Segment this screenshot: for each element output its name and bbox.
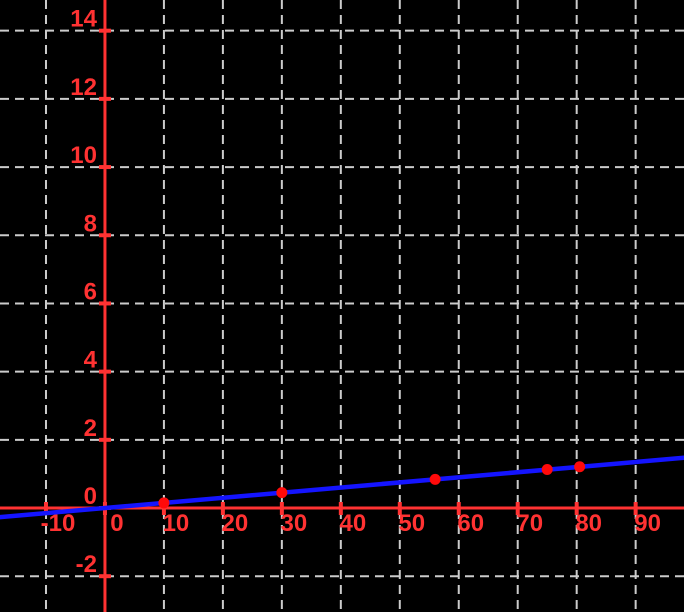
x-tick-label: 20 xyxy=(222,510,249,537)
y-tick-label: 10 xyxy=(70,142,97,169)
x-tick-label: 80 xyxy=(575,510,602,537)
y-tick-label: 0 xyxy=(84,483,97,510)
y-tick-label: 8 xyxy=(84,210,97,237)
y-tick-label: 4 xyxy=(84,347,98,374)
x-tick-label: 50 xyxy=(398,510,425,537)
y-tick-label: 12 xyxy=(70,74,97,101)
x-tick-label: 40 xyxy=(339,510,366,537)
data-point xyxy=(574,461,586,473)
y-tick-label: 14 xyxy=(70,6,97,33)
x-tick-label: 0 xyxy=(110,510,123,537)
data-point xyxy=(541,463,553,475)
data-point xyxy=(429,473,441,485)
x-tick-label: 30 xyxy=(281,510,308,537)
x-tick-label: 60 xyxy=(457,510,484,537)
y-tick-label: -2 xyxy=(76,551,97,578)
data-point xyxy=(276,487,288,499)
x-tick-label: 10 xyxy=(163,510,190,537)
x-tick-label: 70 xyxy=(516,510,543,537)
y-tick-label: 2 xyxy=(84,415,97,442)
x-tick-label: 90 xyxy=(634,510,661,537)
data-point xyxy=(158,497,170,509)
trend-line xyxy=(0,455,684,520)
y-tick-label: 6 xyxy=(84,278,97,305)
